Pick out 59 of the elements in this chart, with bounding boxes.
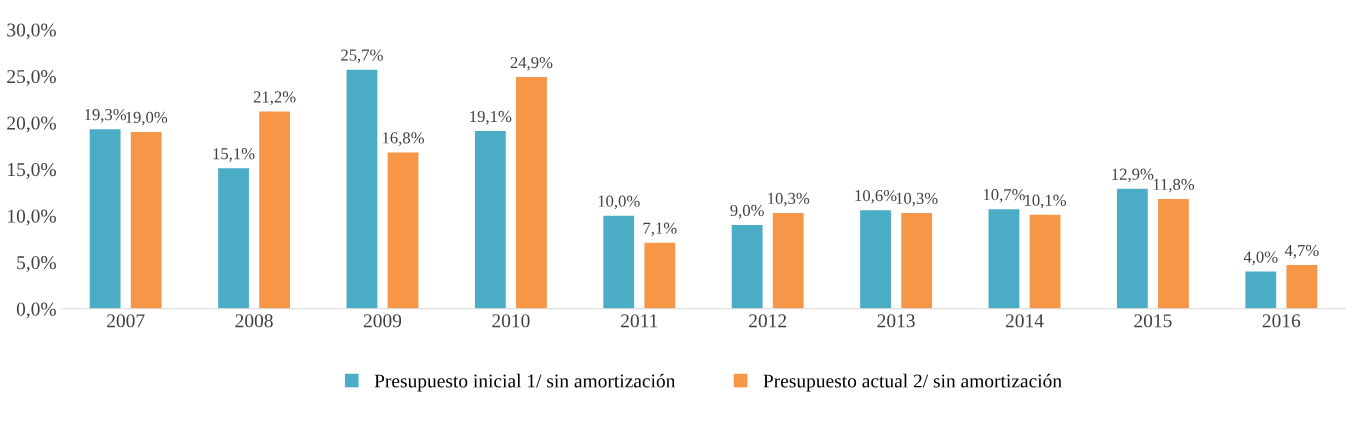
- data-label: 12,9%: [1112, 168, 1154, 183]
- data-label: 7,1%: [643, 222, 677, 237]
- data-label: 19,0%: [126, 111, 168, 126]
- data-label: 19,1%: [470, 110, 512, 125]
- y-tick-label: 30,0%: [7, 23, 56, 40]
- data-label: 10,7%: [983, 189, 1025, 203]
- x-tick-label: 2014: [1005, 314, 1044, 328]
- x-tick-label: 2010: [492, 314, 530, 328]
- data-label: 10,1%: [1024, 194, 1066, 209]
- bar: [1029, 214, 1061, 309]
- bar: [731, 225, 763, 309]
- x-tick-label: 2008: [235, 314, 273, 328]
- data-label: 10,6%: [855, 189, 897, 204]
- data-label: 24,9%: [510, 56, 553, 71]
- data-label: 9,0%: [730, 204, 764, 219]
- x-tick-label: 2007: [107, 314, 145, 328]
- x-tick-label: 2009: [363, 314, 402, 328]
- data-label: 16,8%: [382, 132, 424, 146]
- y-tick-label: 0,0%: [16, 302, 56, 319]
- bar: [603, 215, 635, 309]
- bar: [259, 111, 291, 309]
- bar: [901, 212, 933, 309]
- bar: [346, 69, 378, 309]
- y-tick-label: 10,0%: [8, 209, 56, 226]
- bar: [1158, 198, 1189, 309]
- x-tick-label: 2011: [621, 314, 658, 328]
- legend-label: Presupuesto actual 2/ sin amortización: [763, 373, 1062, 392]
- data-label: 11,8%: [1153, 178, 1195, 193]
- data-label: 4,0%: [1243, 251, 1278, 266]
- bar: [387, 152, 419, 309]
- bar: [1286, 265, 1318, 309]
- x-tick-label: 2016: [1262, 314, 1301, 328]
- x-tick-label: 2012: [749, 314, 787, 328]
- x-tick-label: 2013: [877, 314, 915, 328]
- data-label: 25,7%: [341, 49, 383, 64]
- legend-label: Presupuesto inicial 1/ sin amortización: [374, 373, 676, 392]
- y-tick-label: 15,0%: [8, 163, 56, 179]
- bar: [89, 129, 121, 309]
- bar: [860, 210, 891, 309]
- y-tick-label: 5,0%: [17, 256, 56, 272]
- bar: [218, 168, 249, 309]
- x-tick-label: 2015: [1134, 314, 1172, 328]
- data-label: 10,0%: [598, 195, 640, 210]
- bar: [644, 242, 676, 309]
- bar: [474, 131, 506, 309]
- data-label: 21,2%: [253, 91, 296, 105]
- bar: [988, 209, 1020, 309]
- bar: [516, 77, 547, 309]
- y-tick-label: 20,0%: [7, 116, 56, 133]
- y-tick-label: 25,0%: [7, 69, 56, 86]
- data-label: 15,1%: [213, 148, 255, 162]
- bar: [1116, 188, 1148, 309]
- bar: [130, 131, 162, 309]
- bar: [772, 212, 804, 309]
- data-label: 4,7%: [1284, 244, 1319, 259]
- data-label: 10,3%: [768, 192, 810, 207]
- data-label: 10,3%: [896, 192, 938, 207]
- bar: [1245, 271, 1277, 309]
- data-label: 19,3%: [85, 109, 127, 123]
